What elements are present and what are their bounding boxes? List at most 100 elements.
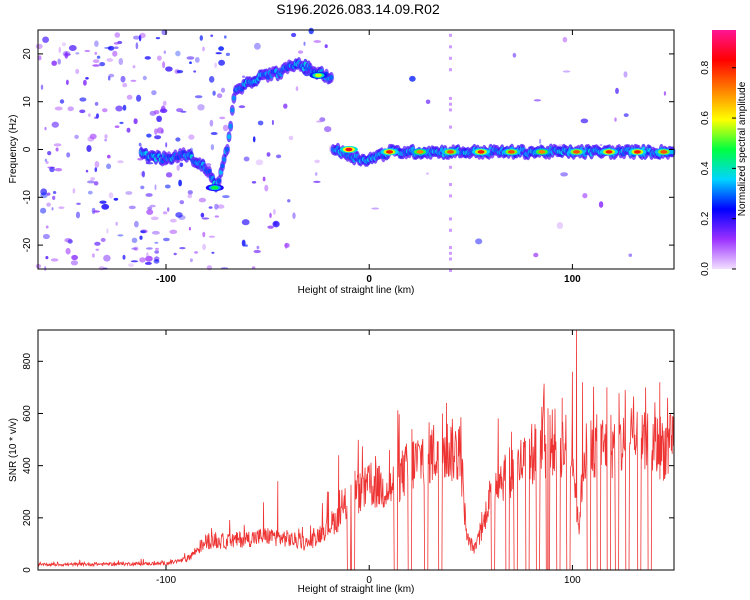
snr-frame — [37, 329, 675, 571]
spectrogram-noise-cell — [194, 251, 199, 254]
spectrogram-noise-cell — [140, 230, 146, 234]
colorbar-label: Normalized spectral amplitude — [737, 81, 748, 216]
spectrogram-noise-cell — [254, 42, 261, 50]
spectrogram-noise-cell — [115, 221, 118, 226]
spectrogram-noise-cell — [154, 241, 159, 244]
spectrogram-noise-cell — [84, 50, 91, 52]
spectrogram-noise-cell — [138, 142, 142, 147]
spectrogram-noise-cell — [61, 42, 66, 47]
spectrogram-noise-cell — [257, 120, 264, 126]
spectrogram-peak — [507, 150, 515, 154]
spectrogram-noise-cell — [135, 42, 139, 50]
spectrogram-noise-cell — [128, 205, 136, 210]
spectrogram-noise-cell — [139, 32, 146, 39]
spectrogram-noise-cell — [94, 51, 98, 56]
figure-title: S196.2026.083.14.09.R02 — [276, 1, 440, 17]
spectrogram-noise-cell — [130, 260, 139, 263]
spectrogram-peak — [386, 150, 393, 154]
spectrogram-noise-cell — [104, 46, 112, 49]
spectrogram-noise-cell — [106, 228, 109, 234]
spectrogram-noise-cell — [241, 219, 250, 226]
spectrogram-noise-cell — [251, 181, 257, 184]
spectrogram-noise-cell — [122, 82, 128, 88]
spectrogram-noise-cell — [90, 177, 96, 181]
spectrogram-ridge-core — [220, 163, 225, 169]
spectrogram-cells — [35, 27, 676, 272]
spectrogram-noise-cell — [133, 246, 139, 251]
spectrogram-noise-cell — [189, 61, 192, 64]
spectrogram-noise-cell — [92, 59, 100, 63]
spectrogram-noise-cell — [64, 53, 71, 56]
spectrogram-streak-cell — [449, 108, 452, 112]
spectrogram-noise-cell — [175, 212, 183, 218]
spectrogram-noise-cell — [145, 255, 153, 262]
spectrogram-streak-cell — [449, 217, 452, 221]
spectrogram-noise-cell — [218, 59, 226, 66]
spectrogram-noise-cell — [288, 135, 294, 141]
spectrogram-noise-cell — [533, 99, 542, 102]
spectrogram-noise-cell — [163, 237, 170, 242]
spectrogram-noise-cell — [176, 108, 184, 113]
spectrogram-noise-cell — [154, 184, 157, 191]
spectrogram-noise-cell — [74, 134, 79, 139]
spectrogram-streak-cell — [449, 33, 452, 37]
spectrogram-noise-cell — [256, 245, 260, 250]
spectrogram-noise-cell — [130, 79, 137, 82]
spectrogram-noise-cell — [87, 190, 93, 195]
spectrogram-noise-cell — [164, 184, 171, 189]
spectrogram-streak-cell — [449, 102, 452, 106]
spectrogram-noise-cell — [100, 237, 106, 242]
spectrogram-ylabel: Frequency (Hz) — [8, 115, 19, 184]
spectrogram-noise-cell — [87, 180, 95, 184]
colorbar-tick-label: 0.2 — [700, 211, 711, 225]
spectrogram-noise-cell — [113, 42, 120, 45]
spectrogram-noise-cell — [133, 118, 138, 125]
spectrogram-noise-cell — [147, 206, 153, 211]
snr-ytick-label: 400 — [22, 457, 33, 474]
spectrogram-noise-cell — [179, 162, 184, 168]
spectrogram-noise-cell — [165, 142, 168, 148]
spectrogram-streak-cell — [449, 246, 452, 250]
spectrogram-noise-cell — [106, 58, 114, 62]
spectrogram-noise-cell — [113, 46, 119, 49]
spectrogram-noise-cell — [426, 172, 429, 176]
spectrogram-noise-cell — [139, 257, 146, 263]
spectrogram-xtick-label: -100 — [156, 274, 176, 285]
spectrogram-noise-cell — [92, 253, 95, 258]
spectrogram-ytick-label: 0 — [22, 146, 33, 152]
spectrogram-noise-cell — [51, 60, 57, 66]
spectrogram-noise-cell — [175, 50, 181, 57]
spectrogram-noise-cell — [217, 204, 225, 209]
spectrogram-noise-cell — [57, 58, 61, 65]
colorbar-tick-label: 0.0 — [700, 262, 711, 276]
spectrogram-noise-cell — [663, 91, 667, 96]
spectrogram-noise-cell — [117, 160, 124, 164]
spectrogram-noise-cell — [40, 188, 48, 196]
spectrogram-noise-cell — [283, 103, 288, 109]
spectrogram-noise-cell — [44, 126, 47, 131]
spectrogram-noise-cell — [58, 206, 65, 209]
spectrogram-noise-cell — [120, 75, 126, 83]
spectrogram-noise-cell — [76, 202, 81, 205]
spectrogram-noise-cell — [126, 94, 133, 100]
spectrogram-noise-cell — [52, 195, 56, 200]
spectrogram-noise-cell — [202, 46, 205, 52]
spectrogram-noise-cell — [115, 105, 123, 112]
spectrogram-noise-cell — [45, 161, 49, 164]
spectrogram-noise-cell — [188, 134, 195, 140]
spectrogram-noise-cell — [155, 247, 159, 251]
spectrogram-noise-cell — [86, 145, 92, 152]
spectrogram-noise-cell — [146, 247, 153, 250]
spectrogram-noise-cell — [151, 230, 160, 235]
spectrogram-noise-cell — [94, 40, 99, 47]
spectrogram-noise-cell — [179, 247, 186, 250]
spectrogram-noise-cell — [98, 266, 105, 271]
spectrogram-noise-cell — [145, 193, 153, 197]
spectrogram-noise-cell — [623, 113, 629, 117]
spectrogram-noise-cell — [198, 197, 207, 203]
spectrogram-noise-cell — [51, 121, 59, 128]
spectrogram-noise-cell — [67, 106, 74, 112]
spectrogram-ridge-core — [225, 146, 230, 152]
spectrogram-noise-cell — [211, 251, 215, 254]
spectrogram-noise-cell — [169, 229, 178, 234]
